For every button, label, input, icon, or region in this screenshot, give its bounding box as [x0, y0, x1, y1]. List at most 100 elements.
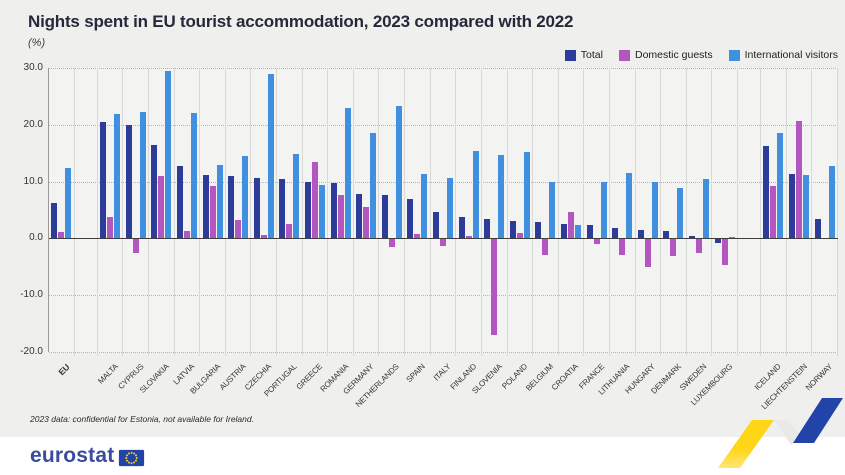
bar-international-visitors-italy	[446, 178, 453, 239]
bar-domestic-guests-austria	[235, 219, 242, 239]
bar-international-visitors-france	[600, 181, 607, 239]
country-group-czechia: CZECHIA	[243, 68, 278, 392]
country-group-cyprus: CYPRUS	[116, 68, 149, 391]
bar-total-bulgaria	[202, 175, 209, 239]
country-group-spain: SPAIN	[405, 68, 431, 384]
bar-international-visitors-norway	[828, 165, 835, 239]
country-group-slovenia: SLOVENIA	[470, 68, 508, 396]
country-group-romania: ROMANIA	[318, 68, 354, 394]
bar-domestic-guests-bulgaria	[209, 186, 216, 239]
y-axis-tick-label: 10.0	[23, 175, 43, 187]
bar-total-liechtenstein	[789, 173, 796, 239]
country-group-greece: GREECE	[295, 68, 329, 391]
bar-international-visitors-cyprus	[139, 111, 146, 239]
eurostat-logo: eurostat	[30, 444, 146, 468]
bar-domestic-guests-liechtenstein	[796, 121, 803, 239]
legend-item: Domestic guests	[618, 49, 713, 61]
chart-footnote: 2023 data: confidential for Estonia, not…	[30, 414, 254, 424]
bar-domestic-guests-latvia	[183, 231, 190, 239]
bar-total-malta	[100, 121, 107, 239]
eu-flag-icon	[118, 448, 146, 467]
bar-international-visitors-finland	[472, 151, 479, 239]
page-title: Nights spent in EU tourist accommodation…	[28, 12, 574, 31]
bar-domestic-guests-lithuania	[619, 238, 626, 255]
group-spacer	[738, 68, 762, 356]
bar-total-eu	[51, 203, 58, 239]
y-axis-tick-label: -20.0	[20, 346, 43, 357]
x-axis-label: ITALY	[431, 362, 453, 383]
bar-total-spain	[407, 198, 414, 239]
bar-domestic-guests-luxembourg	[721, 238, 728, 266]
country-group-austria: AUSTRIA	[218, 68, 252, 392]
bar-groups: EU MALTA CYPRUS SLOVAKIA LATVIA BULGARIA AUSTR…	[49, 68, 838, 411]
bar-total-lithuania	[612, 228, 619, 239]
country-group-poland: POLAND	[500, 68, 534, 391]
bar-international-visitors-portugal	[293, 154, 300, 239]
bar-domestic-guests-finland	[465, 235, 472, 239]
country-group-eu: EU	[49, 68, 75, 377]
bar-total-finland	[458, 216, 465, 239]
bar-international-visitors-slovakia	[165, 71, 172, 239]
bar-international-visitors-sweden	[703, 179, 710, 239]
bar-domestic-guests-spain	[414, 233, 421, 239]
bar-domestic-guests-iceland	[770, 185, 777, 239]
bar-total-portugal	[279, 179, 286, 239]
bar-domestic-guests-slovakia	[158, 175, 165, 239]
bar-domestic-guests-greece	[311, 162, 318, 239]
bar-international-visitors-romania	[344, 108, 351, 239]
bar-domestic-guests-slovenia	[491, 238, 498, 335]
bar-total-poland	[509, 220, 516, 239]
bar-international-visitors-denmark	[677, 188, 684, 239]
bar-domestic-guests-norway	[821, 237, 828, 239]
country-group-germany: GERMANY	[342, 68, 380, 396]
bar-international-visitors-czechia	[267, 74, 274, 239]
legend-label: Total	[580, 49, 603, 61]
country-group-malta: MALTA	[96, 68, 124, 386]
group-spacer	[75, 68, 98, 356]
bar-domestic-guests-czechia	[260, 234, 267, 239]
bar-domestic-guests-sweden	[696, 238, 703, 254]
bar-international-visitors-spain	[421, 173, 428, 239]
bar-total-netherlands	[381, 195, 388, 239]
country-group-sweden: SWEDEN	[678, 68, 713, 392]
bar-domestic-guests-hungary	[644, 238, 651, 268]
bar-total-belgium	[535, 222, 542, 239]
bar-domestic-guests-malta	[107, 216, 114, 239]
bar-total-denmark	[663, 231, 670, 239]
bar-domestic-guests-netherlands	[388, 238, 395, 248]
bar-international-visitors-liechtenstein	[803, 174, 810, 239]
bar-total-norway	[814, 218, 821, 239]
eurostat-wordmark: eurostat	[30, 444, 115, 467]
country-group-iceland: ICELAND	[753, 68, 787, 392]
legend-swatch-icon	[564, 49, 576, 61]
country-group-france: FRANCE	[577, 68, 610, 391]
bar-total-sweden	[689, 236, 696, 239]
country-group-liechtenstein: LIECHTENSTEIN	[759, 68, 813, 411]
country-group-netherlands: NETHERLANDS	[354, 68, 406, 409]
bar-domestic-guests-france	[593, 238, 600, 244]
bar-international-visitors-hungary	[651, 182, 658, 239]
legend-swatch-icon	[728, 49, 740, 61]
bar-total-latvia	[176, 166, 183, 239]
country-group-denmark: DENMARK	[649, 68, 687, 396]
bar-domestic-guests-italy	[439, 238, 446, 247]
x-axis-label: MALTA	[95, 362, 120, 386]
gridline	[49, 295, 838, 297]
gridline	[49, 124, 838, 126]
bar-total-czechia	[253, 177, 260, 239]
bar-international-visitors-germany	[370, 132, 377, 239]
bar-domestic-guests-eu	[58, 231, 65, 239]
bar-total-austria	[228, 175, 235, 239]
bar-international-visitors-bulgaria	[216, 165, 223, 239]
y-axis-tick-label: -10.0	[20, 289, 43, 301]
x-axis-label: EU	[56, 362, 72, 378]
bar-domestic-guests-romania	[337, 194, 344, 239]
bar-international-visitors-latvia	[190, 113, 197, 239]
gridline	[49, 352, 838, 353]
bar-domestic-guests-croatia	[568, 212, 575, 239]
bar-total-croatia	[561, 223, 568, 239]
bar-domestic-guests-denmark	[670, 238, 677, 256]
bar-domestic-guests-cyprus	[132, 238, 139, 253]
bar-total-iceland	[763, 145, 770, 239]
country-group-italy: ITALY	[431, 68, 457, 383]
